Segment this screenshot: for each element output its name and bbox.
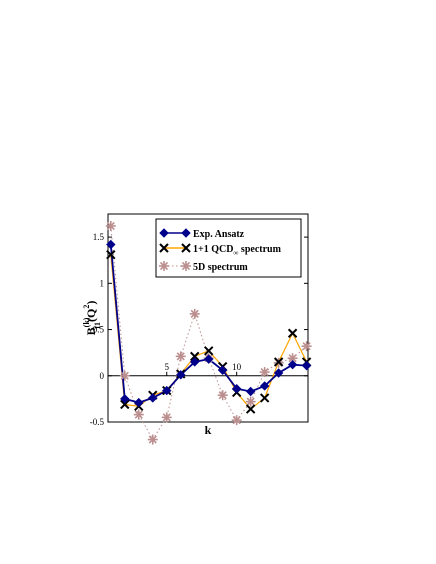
legend-marker-1-stroke: [159, 243, 169, 253]
legend-label-qcd: 1+1 QCD∞ spectrum: [193, 244, 282, 257]
data-point-s2: [147, 434, 158, 445]
data-point-s2: [105, 221, 116, 232]
data-point-s2-stroke: [106, 221, 115, 231]
y-tick-label: 0.5: [93, 325, 105, 335]
y-axis-label-arg: (Q: [84, 309, 98, 322]
series-layer: [105, 221, 312, 445]
data-point-s0: [203, 354, 214, 364]
data-point-s1: [259, 393, 270, 403]
y-axis-label-arg-close: ): [84, 301, 98, 305]
data-point-s1-stroke: [190, 351, 200, 362]
data-point-s0: [231, 384, 242, 394]
y-axis-label: B(k) 11(Q2): [82, 301, 102, 336]
y-axis-label-sup: (k): [82, 317, 91, 327]
data-point-s1: [273, 357, 284, 367]
data-point-s2-stroke: [232, 416, 241, 425]
data-point-s1-stroke: [273, 357, 284, 367]
data-point-s0: [273, 368, 284, 378]
data-point-s2-stroke: [120, 371, 129, 380]
y-axis-label-sub: 11: [93, 322, 102, 330]
data-point-s1-stroke: [203, 346, 214, 356]
data-point-s2: [259, 367, 270, 378]
x-tick-label: 5: [164, 362, 169, 372]
legend-label-5d: 5D spectrum: [193, 262, 248, 273]
data-point-s2: [133, 409, 144, 420]
data-point-s2-stroke: [162, 413, 171, 422]
data-point-s2-stroke: [176, 352, 185, 361]
y-axis-label-main: B: [84, 327, 98, 335]
legend-marker-0: [181, 228, 191, 238]
data-point-s2: [175, 351, 186, 362]
legend: Exp. Ansatz 1+1 QCD∞ spectrum 5D spectru…: [155, 218, 302, 278]
y-tick-label: -0.5: [90, 417, 105, 427]
data-point-s1-stroke: [259, 393, 270, 403]
data-point-s0: [162, 385, 172, 396]
data-point-s0: [287, 359, 298, 370]
legend-marker-2: [159, 261, 169, 271]
legend-marker-1: [181, 243, 191, 253]
data-point-s2-stroke: [246, 397, 255, 406]
legend-marker-1-stroke: [181, 243, 191, 253]
legend-label-qcd-main: 1+1 QCD: [193, 244, 233, 255]
legend-marker-1: [159, 243, 169, 253]
data-point-s1-stroke: [245, 404, 256, 414]
data-point-s1-stroke: [106, 249, 116, 260]
data-point-s0: [134, 397, 144, 408]
data-point-s0: [176, 370, 186, 380]
data-point-s0: [217, 365, 228, 375]
data-point-s1-stroke: [120, 399, 130, 410]
data-point-s0: [245, 386, 256, 397]
data-point-s2: [161, 412, 172, 423]
legend-marker-2-stroke: [181, 261, 191, 271]
legend-label-qcd-sub: ∞: [233, 249, 238, 257]
data-point-s1: [287, 328, 298, 338]
data-point-s2: [217, 390, 228, 401]
data-point-s2-stroke: [190, 309, 199, 318]
data-point-s2-stroke: [288, 354, 297, 363]
data-point-s2: [119, 370, 130, 381]
svg-text:B(k)11(Q2): B(k) 11(Q2): [82, 301, 102, 336]
tick-layer: -0.5 0 0.5 1 1.5 5 10: [90, 232, 308, 427]
data-point-s1: [245, 404, 256, 414]
data-point-s2-stroke: [218, 391, 227, 400]
y-tick-label: 1: [100, 278, 105, 288]
data-point-s2: [245, 396, 256, 407]
data-point-s2-stroke: [302, 342, 311, 351]
x-axis-label: k: [205, 423, 212, 437]
data-point-s0: [190, 357, 200, 367]
data-point-s0: [106, 239, 116, 250]
legend-marker-2-stroke: [159, 261, 169, 271]
y-tick-label: 1.5: [93, 232, 105, 242]
data-point-s2-stroke: [148, 435, 157, 444]
data-point-s2: [301, 341, 312, 352]
data-point-s0: [259, 381, 270, 391]
data-point-s0: [301, 360, 312, 371]
data-point-s2: [189, 308, 200, 319]
y-tick-label: 0: [100, 371, 105, 381]
data-point-s2-stroke: [134, 410, 143, 419]
y-axis-label-arg-sup: 2: [82, 305, 91, 309]
legend-marker-0: [159, 228, 169, 238]
data-point-s2-stroke: [260, 367, 269, 377]
data-point-s1: [190, 351, 200, 362]
data-point-s2: [231, 415, 242, 426]
legend-label-qcd-tail: spectrum: [238, 244, 281, 255]
data-point-s0: [120, 394, 130, 404]
data-point-s1: [203, 346, 214, 356]
legend-marker-2: [181, 261, 191, 271]
legend-label-exp-ansatz: Exp. Ansatz: [193, 229, 245, 240]
data-point-s0: [148, 393, 158, 403]
data-point-s1: [106, 249, 116, 260]
series-line-1: [110, 254, 308, 410]
plot-frame: [107, 213, 309, 423]
data-point-s1: [120, 399, 130, 410]
legend-markers: [159, 228, 191, 271]
data-point-s1-stroke: [287, 328, 298, 338]
data-point-s2: [287, 353, 298, 364]
x-tick-label: 10: [232, 362, 242, 372]
